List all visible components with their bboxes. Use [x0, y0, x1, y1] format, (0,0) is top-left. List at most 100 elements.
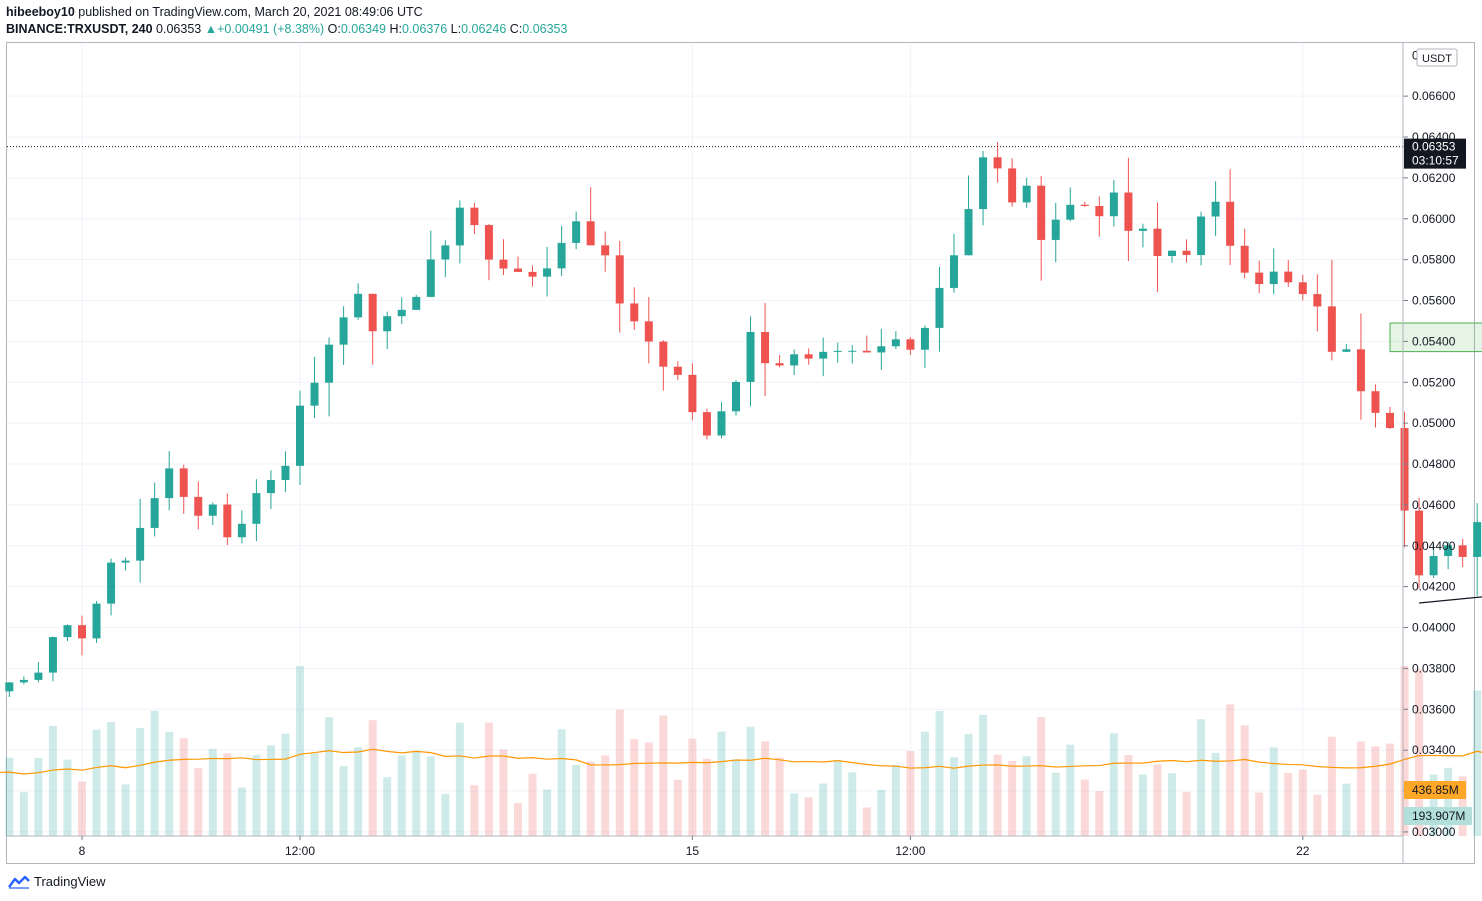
volume-bar [136, 728, 145, 836]
y-tick-label: 0.05400 [1412, 334, 1456, 348]
volume-bar [78, 781, 86, 836]
volume-bar [790, 793, 799, 836]
currency-box [1416, 48, 1458, 67]
candle-body [1051, 219, 1060, 240]
volume-bar [252, 754, 261, 836]
y-tick-label: 0.04400 [1412, 539, 1456, 553]
volume-bar [993, 754, 1002, 836]
volume-bar [1371, 746, 1380, 836]
volume-bar [1313, 794, 1322, 836]
y-tick-label: 0.04200 [1412, 580, 1456, 594]
grid [7, 43, 1403, 836]
volume-bar [5, 757, 14, 836]
candle-body [543, 268, 552, 277]
candle-body [92, 603, 101, 639]
volume-bar [1197, 719, 1206, 836]
candle-body [950, 255, 958, 288]
y-tick-label: 0.05600 [1412, 294, 1456, 308]
candle-body [354, 293, 363, 318]
volume-bar [644, 742, 653, 836]
volume-tag [1404, 807, 1472, 825]
volume-bar [1298, 769, 1307, 836]
countdown-label: 03:10:57 [1412, 154, 1459, 168]
candle-body [1022, 185, 1031, 203]
publish-info: hibeeboy10 published on TradingView.com,… [6, 5, 423, 19]
candle-body [1153, 228, 1162, 257]
volume-bar [1182, 791, 1191, 836]
candle-body [746, 332, 755, 382]
volume-bar [1284, 772, 1293, 836]
candle-body [455, 207, 464, 246]
candle-body [136, 527, 145, 561]
footer-brand[interactable]: TradingView [34, 874, 106, 889]
volume-bar [1255, 792, 1264, 836]
open-label: O: [327, 22, 341, 36]
candle-body [1429, 556, 1438, 576]
y-tick-label: 0.04000 [1412, 621, 1456, 635]
candle-body [572, 221, 581, 243]
volume-bar [1356, 741, 1365, 836]
candle-body [688, 374, 697, 413]
candle-body [1066, 204, 1075, 220]
x-tick-label: 12:00 [285, 844, 315, 858]
candle-body [1095, 205, 1104, 217]
candle-body [1313, 294, 1322, 307]
candle-body [1386, 412, 1394, 429]
volume-bar [702, 758, 711, 836]
volume-bar [1095, 791, 1104, 836]
footer: TradingView [8, 874, 106, 889]
volume-bar [1022, 756, 1031, 836]
volume-bar [208, 748, 217, 836]
volume-bar [935, 710, 944, 836]
volume-bar [484, 722, 493, 836]
volume-bar [310, 753, 319, 836]
candle-body [1037, 185, 1046, 240]
volume-bar [296, 666, 304, 836]
support-trendline [1419, 596, 1482, 604]
volume-bar [979, 714, 988, 836]
axes: 0.066000.064000.062000.060000.058000.056… [7, 43, 1472, 863]
candle-body [659, 341, 668, 367]
candle-body [339, 317, 348, 345]
high-value: 0.06376 [401, 22, 448, 36]
candle-body [441, 245, 450, 260]
candle-body [1240, 245, 1249, 273]
drawings: 0.01145 (21.24%) 1145 [7, 146, 1482, 604]
candle-body [1255, 272, 1264, 285]
volume-bar [121, 784, 130, 836]
candle-body [266, 480, 275, 494]
candle-body [601, 245, 610, 256]
volume-bars [0, 666, 1482, 836]
low-label: L: [450, 22, 462, 36]
candle-body [644, 321, 653, 342]
candle-body [1138, 228, 1147, 231]
candle-body [1124, 192, 1133, 231]
volume-bar [746, 726, 755, 836]
volume-bar [1124, 755, 1133, 836]
candle-body [935, 287, 944, 328]
volume-bar [92, 729, 101, 836]
volume-bar [659, 715, 668, 836]
y-tick-label: 0.03800 [1412, 661, 1456, 675]
volume-bar [397, 755, 406, 836]
candle-body [1284, 271, 1293, 283]
candle-body [1226, 201, 1235, 246]
symbol-label: BINANCE:TRXUSDT, 240 [6, 22, 153, 36]
last-price-text: 0.06353 [156, 22, 202, 36]
candle-body [5, 682, 14, 692]
candle-body [586, 221, 595, 246]
volume-bar [1342, 783, 1351, 836]
x-tick-label: 8 [79, 844, 86, 858]
candle-body [1168, 250, 1176, 257]
chart-frame [6, 42, 1475, 864]
author-name[interactable]: hibeeboy10 [6, 5, 75, 19]
change-arrow-icon: ▲ [204, 22, 218, 36]
candle-body [1269, 271, 1278, 285]
volume-bar [1240, 725, 1249, 836]
volume-bar [950, 757, 958, 836]
volume-bar [906, 751, 915, 836]
y-tick-label: 0.03000 [1412, 825, 1456, 839]
tradingview-logo-icon [8, 875, 30, 889]
volume-bar [1429, 774, 1438, 836]
